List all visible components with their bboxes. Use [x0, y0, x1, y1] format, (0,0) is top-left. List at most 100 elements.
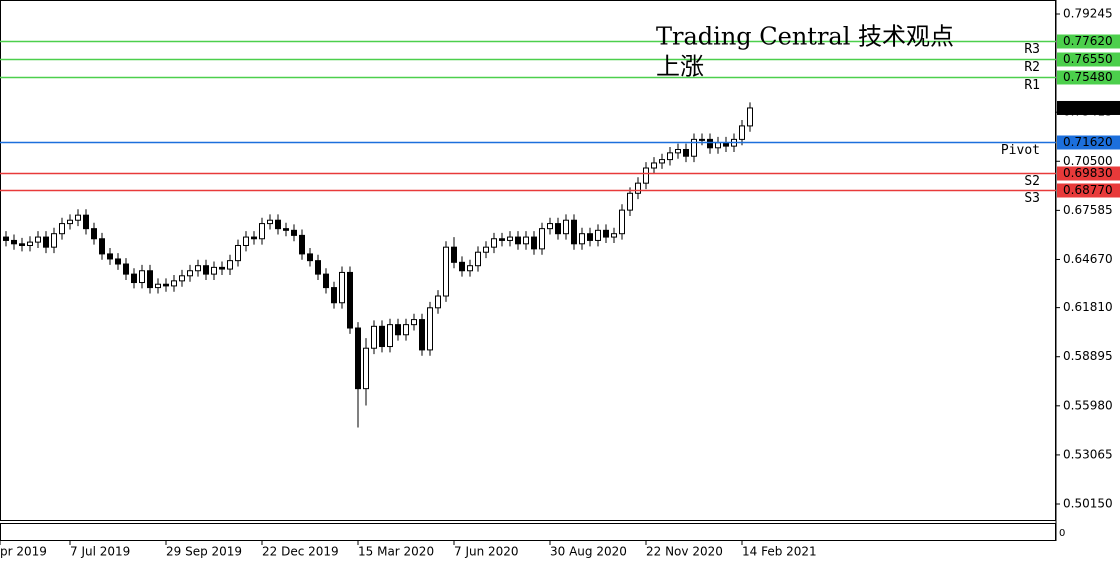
candle-body	[651, 162, 657, 169]
subwindow-tick-label: 0	[1059, 528, 1065, 539]
y-tick-label: 0.55980	[1063, 398, 1113, 412]
candle-body	[667, 152, 673, 161]
candle-body	[675, 148, 681, 154]
candle-body	[435, 295, 441, 309]
candle-body	[531, 236, 537, 250]
candle-body	[403, 324, 409, 336]
candle-body	[259, 223, 265, 240]
x-tick-label: 7 Jun 2020	[454, 545, 519, 559]
candle-body	[331, 287, 337, 304]
candle-body	[739, 125, 745, 140]
level-name: S2	[1024, 174, 1040, 189]
candle-body	[251, 236, 257, 240]
candle-body	[515, 236, 521, 245]
y-tick-label: 0.79245	[1063, 6, 1113, 20]
level-name: S3	[1024, 191, 1040, 206]
candle-body	[59, 223, 65, 235]
level-tag-label: 0.77620	[1063, 34, 1113, 48]
level-name: R3	[1024, 42, 1040, 57]
candle-body	[419, 319, 425, 351]
level-tag-label: 0.69830	[1063, 166, 1113, 180]
y-tick-label: 0.50150	[1063, 497, 1113, 511]
candle-body	[603, 229, 609, 238]
candle-body	[683, 148, 689, 157]
level-name: R2	[1024, 60, 1040, 75]
candle-body	[459, 261, 465, 272]
candle-body	[595, 229, 601, 241]
candle-body	[171, 280, 177, 287]
candle-body	[715, 142, 721, 149]
level-tag	[1057, 183, 1120, 198]
candle-body	[11, 239, 17, 245]
candle-body	[195, 265, 201, 272]
level-tag	[1057, 34, 1120, 49]
candle-body	[691, 138, 697, 157]
y-tick-label: 0.58895	[1063, 349, 1113, 363]
chart-title: Trading Central 技术观点	[656, 23, 954, 51]
candle-body	[627, 192, 633, 211]
level-name: R1	[1024, 78, 1040, 93]
candle-body	[315, 260, 321, 275]
x-tick-label: 22 Nov 2020	[646, 545, 723, 559]
candle-body	[275, 219, 281, 230]
candle-body	[179, 275, 185, 282]
candle-body	[307, 253, 313, 262]
y-tick-label: 0.70500	[1063, 154, 1113, 168]
level-name: Pivot	[1001, 143, 1040, 158]
candle-body	[323, 273, 329, 289]
y-tick-label: 0.53065	[1063, 447, 1113, 461]
candle-body	[379, 325, 385, 348]
candle-body	[339, 271, 345, 304]
subwindow-frame	[0, 523, 1056, 541]
candle-body	[211, 266, 217, 275]
candle-body	[283, 228, 289, 231]
last-price-tag	[1057, 100, 1120, 115]
candle-body	[371, 325, 377, 349]
candle-body	[523, 236, 529, 245]
candle-body	[547, 223, 553, 230]
x-tick-label: 30 Aug 2020	[550, 545, 627, 559]
candle-body	[411, 319, 417, 326]
candle-body	[131, 273, 137, 284]
y-tick-label: 0.64670	[1063, 252, 1113, 266]
candle-body	[443, 246, 449, 297]
candle-body	[19, 243, 25, 246]
chart-subtitle: 上涨	[656, 53, 704, 81]
candle-body	[723, 142, 729, 147]
level-tag	[1057, 135, 1120, 150]
candle-body	[187, 270, 193, 277]
x-tick-label: 7 Jul 2019	[70, 545, 130, 559]
candle-body	[67, 219, 73, 225]
level-tag	[1057, 52, 1120, 67]
candle-body	[75, 214, 81, 221]
candle-body	[139, 270, 145, 284]
x-tick-label: pr 2019	[0, 545, 47, 559]
candle-body	[299, 234, 305, 255]
candle-body	[43, 236, 49, 248]
level-tag	[1057, 166, 1120, 181]
candle-body	[147, 270, 153, 289]
candle-body	[451, 246, 457, 263]
candle-body	[619, 209, 625, 235]
candle-body	[747, 107, 753, 127]
x-tick-label: 22 Dec 2019	[262, 545, 339, 559]
candle-body	[491, 238, 497, 248]
candle-body	[35, 236, 41, 243]
candle-body	[91, 228, 97, 240]
candle-body	[51, 233, 57, 248]
candle-body	[427, 307, 433, 351]
x-tick-label: 29 Sep 2019	[166, 545, 242, 559]
candle-body	[611, 233, 617, 238]
candle-body	[243, 236, 249, 246]
candle-body	[115, 258, 121, 265]
level-tag-label: 0.68770	[1063, 183, 1113, 197]
candle-body	[555, 223, 561, 235]
candle-body	[123, 263, 129, 275]
levels: 0.77620 R3 0.76550 R2 0.75480 R1 0.71620 Pivot 0…	[0, 34, 1120, 206]
plot-frame	[0, 0, 1056, 521]
candle-body	[395, 324, 401, 336]
candle-body	[83, 214, 89, 230]
candle-body	[467, 265, 473, 272]
